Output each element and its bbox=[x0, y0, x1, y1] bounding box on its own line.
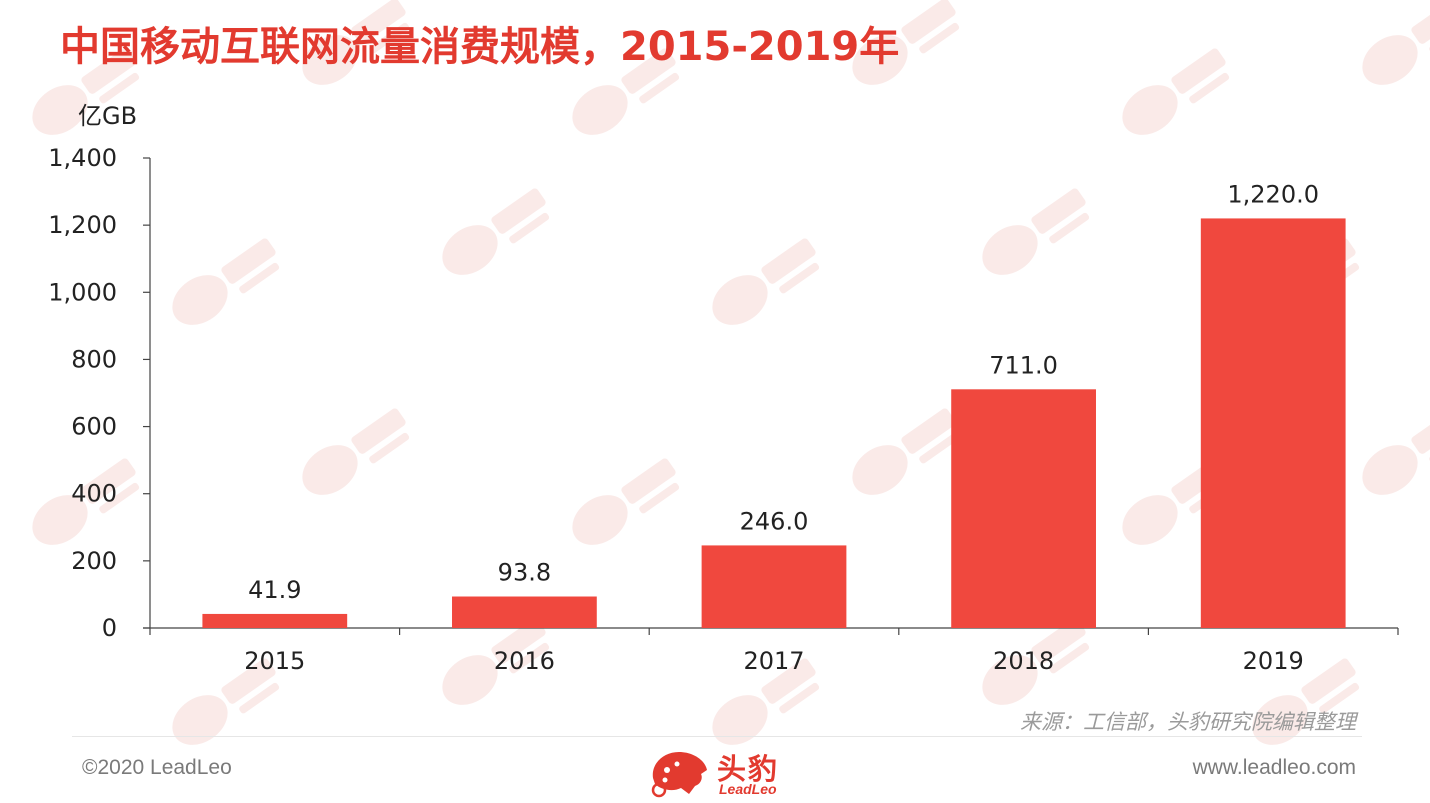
y-tick-label: 1,400 bbox=[48, 144, 117, 172]
x-axis: 2015 2016 2017 2018 2019 bbox=[143, 627, 1399, 675]
logo-chinese-text: 头豹 bbox=[717, 752, 780, 786]
y-tick-label: 0 bbox=[102, 614, 117, 642]
source-note: 来源：工信部，头豹研究院编辑整理 bbox=[1020, 710, 1356, 734]
bar-value-label: 1,220.0 bbox=[1227, 180, 1319, 208]
x-tick-label: 2015 bbox=[244, 647, 305, 675]
y-axis: 0 200 400 600 800 1,000 1,200 1,400 bbox=[48, 144, 151, 642]
x-tick-label: 2016 bbox=[494, 647, 555, 675]
page-title: 中国移动互联网流量消费规模，2015-2019年 bbox=[60, 24, 900, 70]
logo-english-text: LeadLeo bbox=[719, 781, 777, 797]
bar bbox=[1200, 218, 1346, 628]
bar bbox=[701, 545, 847, 628]
bar-value-label: 93.8 bbox=[498, 559, 551, 587]
bar bbox=[951, 389, 1096, 628]
copyright-text: ©2020 LeadLeo bbox=[82, 756, 232, 779]
y-tick-label: 1,000 bbox=[48, 278, 117, 306]
bar-value-label: 41.9 bbox=[248, 576, 301, 604]
x-tick-label: 2017 bbox=[743, 647, 804, 675]
bar-value-label: 246.0 bbox=[740, 507, 809, 535]
x-tick-label: 2018 bbox=[993, 647, 1054, 675]
y-axis-unit-label: 亿GB bbox=[78, 102, 137, 130]
y-tick-label: 400 bbox=[71, 480, 117, 508]
footer-divider bbox=[72, 736, 1362, 737]
y-tick-label: 200 bbox=[71, 547, 117, 575]
leadleo-logo: 头豹 LeadLeo bbox=[645, 744, 795, 800]
bar bbox=[452, 596, 597, 628]
bars: 41.9 93.8 246.0 711.0 1,220.0 bbox=[202, 180, 1346, 628]
bar-value-label: 711.0 bbox=[989, 351, 1058, 379]
y-tick-label: 1,200 bbox=[48, 211, 117, 239]
y-tick-label: 600 bbox=[71, 413, 117, 441]
leopard-logo-icon bbox=[651, 752, 707, 798]
website-link[interactable]: www.leadleo.com bbox=[1192, 756, 1356, 779]
y-tick-label: 800 bbox=[71, 345, 117, 373]
x-tick-label: 2019 bbox=[1243, 647, 1304, 675]
bar bbox=[202, 613, 348, 628]
